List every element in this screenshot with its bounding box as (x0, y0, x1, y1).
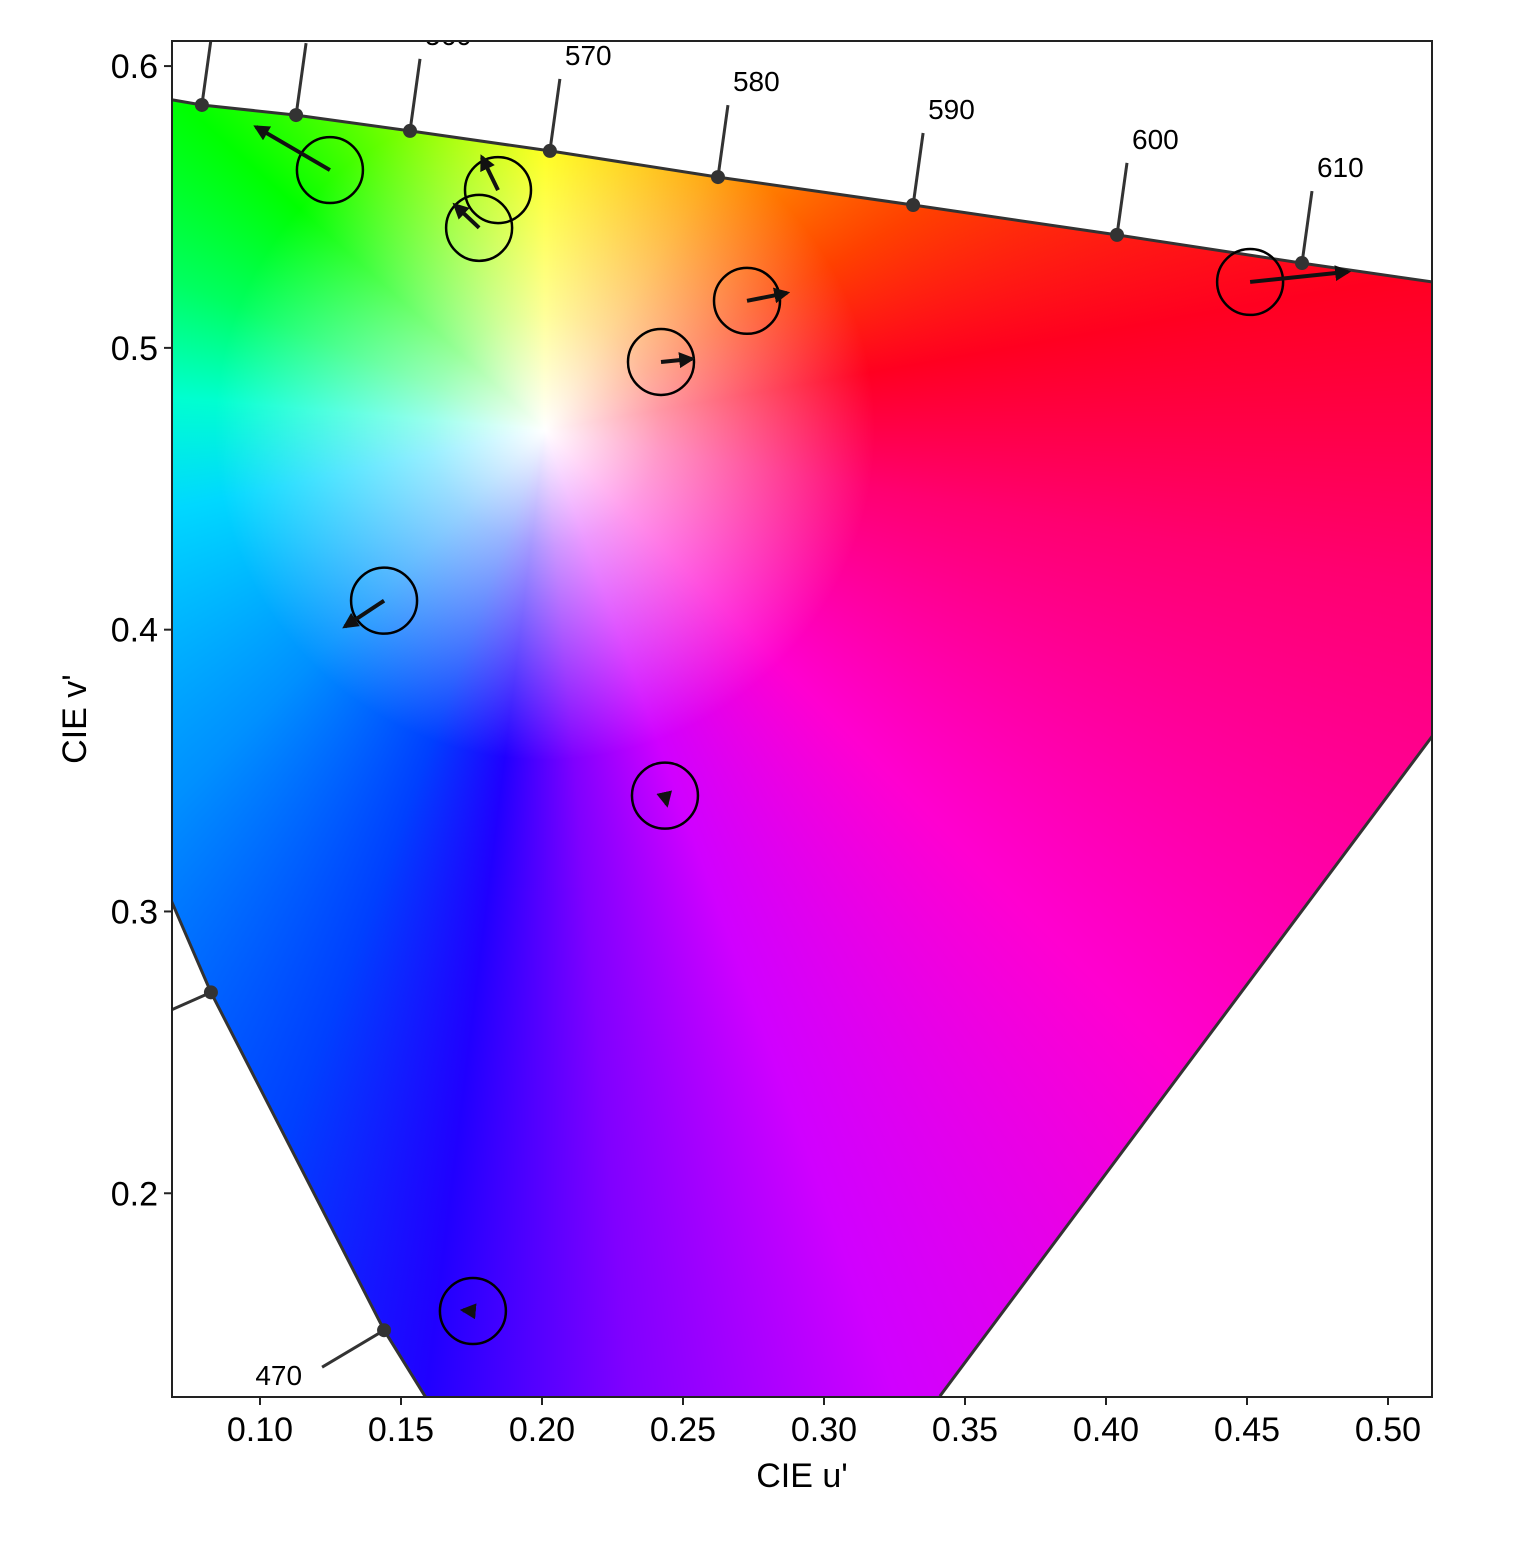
wavelength-tick-line (716, 104, 730, 178)
y-tick-label: 0.4 (111, 612, 158, 650)
y-tick-label: 0.2 (111, 1175, 158, 1213)
wavelength-label: 610 (1317, 152, 1364, 183)
wavelength-tick-line (200, 41, 213, 106)
wavelength-tick-line (321, 1328, 385, 1369)
x-tick-label: 0.50 (1355, 1411, 1421, 1449)
data-point (342, 566, 419, 635)
wavelength-tick-line (1300, 190, 1314, 264)
y-axis-label: CIE v' (56, 674, 94, 764)
uncertainty-circle (438, 1276, 508, 1346)
uncertainty-circle (1215, 247, 1285, 317)
shift-arrow (253, 125, 331, 172)
y-tick-label: 0.5 (111, 330, 158, 368)
data-point (626, 327, 696, 397)
uncertainty-circle (630, 761, 700, 830)
x-tick-label: 0.10 (227, 1411, 293, 1449)
wavelength-marker (1110, 227, 1124, 242)
uncertainty-circle (349, 566, 419, 635)
x-tick-label: 0.35 (932, 1411, 998, 1449)
wavelength-marker (710, 170, 725, 185)
wavelength-marker (906, 198, 921, 213)
y-tick-label: 0.6 (111, 48, 158, 86)
line-of-purples (938, 733, 1432, 1397)
wavelength-label: 470 (255, 1360, 302, 1391)
uncertainty-circle (444, 193, 514, 263)
wavelength-label: 560 (425, 20, 472, 51)
shift-arrow (660, 352, 696, 369)
x-tick-label: 0.40 (1073, 1411, 1139, 1449)
data-point (253, 125, 365, 205)
shift-arrow (452, 202, 481, 230)
x-tick-label: 0.45 (1214, 1411, 1280, 1449)
shift-arrow (656, 790, 672, 808)
wavelength-tick-line (1115, 162, 1129, 236)
wavelength-label: 570 (565, 40, 612, 71)
y-tick-label: 0.3 (111, 893, 158, 931)
x-tick-label: 0.30 (791, 1411, 857, 1449)
wavelength-tick-line (294, 42, 308, 116)
wavelength-tick-line (408, 58, 422, 132)
wavelength-label: 590 (928, 94, 975, 125)
data-point (463, 154, 533, 225)
wavelength-marker (542, 143, 557, 158)
wavelength-marker (289, 108, 304, 123)
shift-arrow (746, 287, 791, 304)
wavelength-marker (194, 97, 209, 112)
wavelength-label: 580 (733, 66, 780, 97)
spectral-locus-lower (172, 898, 428, 1397)
data-point (712, 266, 791, 336)
shift-arrow (342, 598, 386, 629)
shift-arrow (480, 154, 500, 191)
x-axis-label: CIE u' (756, 1457, 848, 1495)
x-tick-label: 0.25 (650, 1411, 716, 1449)
data-point (444, 193, 514, 263)
x-tick-label: 0.20 (509, 1411, 575, 1449)
plot-frame (171, 40, 1433, 1398)
uncertainty-circle (295, 135, 365, 205)
wavelength-marker (377, 1323, 392, 1338)
wavelength-tick-line (911, 132, 925, 206)
data-point (630, 761, 700, 830)
shift-arrow (1249, 265, 1352, 284)
shift-arrow (459, 1303, 477, 1320)
wavelength-marker (1294, 256, 1309, 271)
uncertainty-circle (463, 155, 533, 225)
x-tick-label: 0.15 (368, 1411, 434, 1449)
wavelength-label: 600 (1132, 124, 1179, 155)
wavelength-tick-line (172, 990, 212, 1012)
data-point (438, 1276, 508, 1346)
wavelength-marker (403, 123, 418, 138)
wavelength-tick-line (548, 78, 562, 152)
data-point (1215, 247, 1352, 317)
wavelength-marker (203, 985, 218, 1000)
